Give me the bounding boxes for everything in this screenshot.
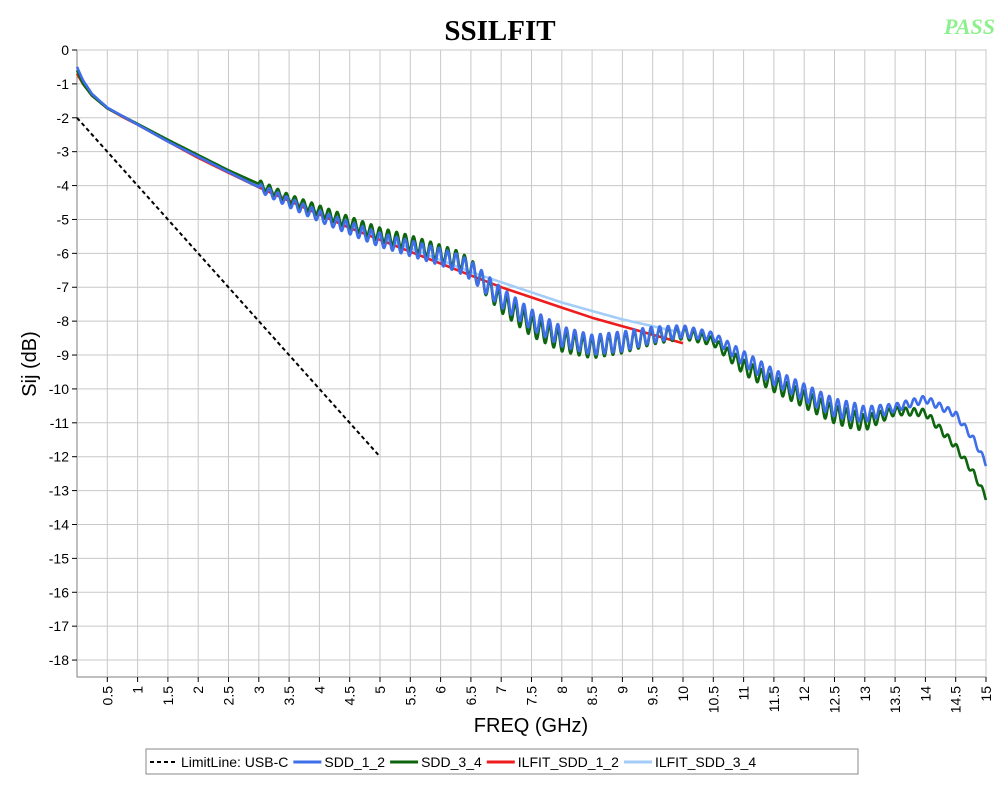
series-lines [75, 66, 988, 501]
x-tick-label: 11.5 [766, 686, 782, 712]
y-tick-label: -17 [49, 618, 69, 634]
legend-items: LimitLine: USB-C SDD_1_2 SDD_3_4 ILFIT_SDD_… [150, 754, 756, 770]
x-tick-label: 6.5 [463, 686, 479, 706]
x-tick-label: 9.5 [645, 686, 661, 706]
x-tick-label: 6 [433, 686, 449, 694]
y-tick-label: -10 [49, 381, 69, 397]
y-tick-label: -14 [49, 516, 69, 532]
x-tick-label: 13.5 [887, 686, 903, 713]
x-tick-label: 0.5 [99, 686, 115, 706]
x-tick-label: 3 [251, 686, 267, 694]
legend: LimitLine: USB-C SDD_1_2 SDD_3_4 ILFIT_SDD_… [145, 748, 859, 775]
legend-label-limitline-usb-c: LimitLine: USB-C [181, 754, 288, 770]
x-tick-label: 15 [978, 686, 994, 702]
x-tick-label: 13 [857, 686, 873, 702]
x-tick-label: 10.5 [705, 686, 721, 713]
y-tick-label: -7 [57, 279, 70, 295]
x-tick-label: 4.5 [342, 686, 358, 706]
y-tick-label: 0 [61, 42, 69, 58]
x-axis-ticks: 0.5 1 1.5 2 2.5 3 3.5 4 4.5 5 5.5 6 6.5 7 7.5 8 8.5 9 9.5 1… [99, 677, 994, 713]
legend-label-sdd-1-2: SDD_1_2 [324, 754, 385, 770]
y-tick-label: -3 [57, 144, 70, 160]
x-tick-label: 3.5 [281, 686, 297, 706]
pass-status: PASS [943, 14, 995, 39]
y-tick-label: -2 [57, 110, 70, 126]
legend-label-sdd-3-4: SDD_3_4 [421, 754, 482, 770]
series-line-sdd-1-2 [75, 66, 988, 467]
x-tick-label: 1.5 [160, 686, 176, 706]
y-tick-label: -16 [49, 584, 69, 600]
x-tick-label: 5 [372, 686, 388, 694]
y-axis-ticks: 0 -1 -2 -3 -4 -5 -6 -7 -8 -9 -10 -11 -12 -13 -14 -15 -16… [49, 42, 77, 668]
x-tick-label: 12 [796, 686, 812, 702]
x-tick-label: 11 [736, 686, 752, 701]
x-tick-label: 8 [554, 686, 570, 694]
x-tick-label: 8.5 [584, 686, 600, 706]
x-tick-label: 2 [190, 686, 206, 694]
x-tick-label: 4 [311, 686, 327, 694]
x-tick-label: 12.5 [827, 686, 843, 713]
legend-label-ilfit-sdd-3-4: ILFIT_SDD_3_4 [655, 754, 756, 770]
x-tick-label: 5.5 [402, 686, 418, 706]
y-tick-label: -4 [57, 178, 70, 194]
series-line-limitline-usb-c [76, 117, 381, 458]
x-axis-label: FREQ (GHz) [474, 715, 588, 737]
y-tick-label: -15 [49, 550, 69, 566]
x-tick-label: 7.5 [524, 686, 540, 706]
x-tick-label: 14 [917, 686, 933, 702]
y-tick-label: -11 [50, 415, 69, 431]
y-tick-label: -12 [49, 449, 69, 465]
x-tick-label: 10 [675, 686, 691, 702]
y-tick-label: -6 [57, 245, 70, 261]
x-tick-label: 7 [493, 686, 509, 694]
y-tick-label: -1 [57, 76, 70, 92]
y-tick-label: -5 [57, 211, 70, 227]
x-tick-label: 2.5 [221, 686, 237, 706]
y-axis-label: Sij (dB) [19, 331, 41, 397]
grid [77, 49, 987, 677]
x-tick-label: 1 [130, 686, 146, 694]
y-tick-label: -13 [49, 483, 69, 499]
y-tick-label: -8 [57, 313, 70, 329]
legend-label-ilfit-sdd-1-2: ILFIT_SDD_1_2 [518, 754, 619, 770]
y-tick-label: -9 [57, 347, 70, 363]
x-tick-label: 9 [614, 686, 630, 694]
x-tick-label: 14.5 [948, 686, 964, 713]
y-tick-label: -18 [49, 652, 69, 668]
chart-title: SSILFIT [444, 15, 555, 47]
